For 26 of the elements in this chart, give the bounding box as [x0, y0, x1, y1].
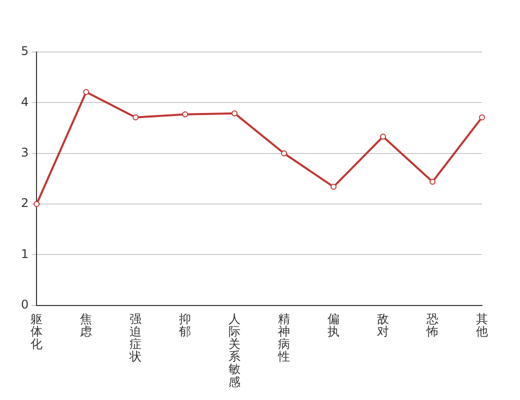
y-tick-label: 3 — [20, 145, 29, 160]
x-tick-label: 人际关系敏感 — [228, 312, 241, 389]
x-tick-label: 焦虑 — [80, 312, 92, 338]
x-tick-label: 躯体化 — [30, 312, 43, 352]
point — [380, 134, 386, 140]
point — [34, 201, 40, 208]
x-tick-label: 偏执 — [328, 312, 340, 338]
point — [182, 111, 188, 118]
y-tick-label: 0 — [20, 298, 29, 312]
x-tick-label: 强迫症状 — [128, 312, 142, 364]
x-tick-label: 抑郁 — [179, 312, 192, 338]
y-tick-label: 1 — [20, 246, 29, 261]
point — [232, 110, 238, 116]
point — [430, 178, 436, 185]
point — [83, 89, 90, 96]
point — [479, 114, 485, 120]
point — [330, 184, 337, 190]
x-tick-label: 精神病性 — [277, 312, 290, 364]
x-tick-label: 敌对 — [377, 312, 390, 338]
y-tick-label: 5 — [20, 44, 29, 58]
x-tick-label: 其他 — [476, 312, 488, 338]
y-tick-label: 4 — [20, 94, 29, 109]
x-tick-label: 恐怖 — [426, 312, 439, 338]
y-tick-label: 2 — [20, 196, 29, 210]
point — [132, 114, 139, 120]
point — [281, 150, 288, 156]
